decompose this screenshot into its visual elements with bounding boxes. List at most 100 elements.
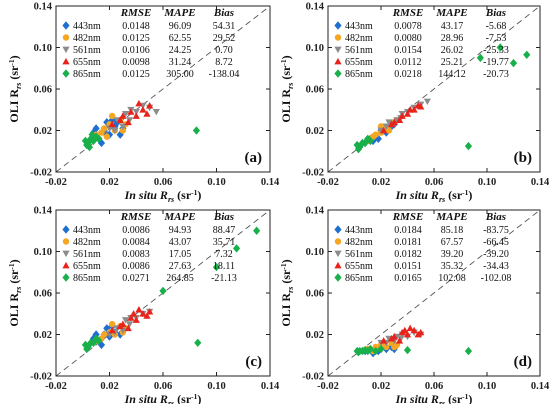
bias-value: 0.70 [215, 45, 233, 56]
point-655nm [135, 306, 143, 313]
point-865nm [523, 50, 531, 59]
mape-value: 305.00 [166, 69, 194, 80]
rmse-value: 0.0125 [122, 33, 150, 44]
panel-c: -0.02 0.02 0.06 0.10 0.14 -0.02 0.02 0.06 0.10 0.… [7, 206, 280, 404]
y-tick-label: 0.06 [306, 289, 324, 300]
y-tick-label: 0.14 [34, 2, 53, 13]
point-865nm [366, 136, 374, 146]
point-865nm [88, 130, 96, 139]
legend-band: 443nm [345, 21, 373, 32]
mape-value: 144.12 [438, 69, 466, 80]
table-header-mape: MAPE [435, 7, 467, 19]
point-561nm [382, 123, 390, 130]
rmse-value: 0.0083 [122, 249, 150, 260]
x-tick-label: -0.02 [45, 177, 67, 188]
legend-band: 482nm [345, 237, 373, 248]
x-tick-label: 0.06 [154, 177, 172, 188]
x-tick-label: 0.06 [425, 381, 443, 392]
point-865nm [85, 142, 94, 152]
point-865nm [194, 338, 202, 347]
point-865nm [476, 53, 484, 63]
y-axis-label: OLI Rrs (sr-1) [279, 55, 295, 122]
mape-value: 27.63 [169, 261, 192, 272]
y-tick-label: 0.02 [34, 126, 52, 137]
panel-d: -0.02 0.02 0.06 0.10 0.14 -0.02 0.02 0.06 0.10 0.… [279, 206, 550, 404]
point-561nm [125, 321, 134, 328]
point-655nm [414, 330, 422, 338]
mape-value: 25.21 [441, 57, 464, 68]
y-tick-label: 0.10 [306, 247, 324, 258]
point-865nm [89, 136, 98, 146]
point-561nm [397, 335, 405, 343]
bias-value: -19.77 [483, 57, 509, 68]
point-561nm [121, 111, 130, 118]
y-tick-label: 0.02 [34, 330, 52, 341]
point-561nm [119, 123, 127, 130]
rmse-value: 0.0271 [122, 273, 150, 284]
rmse-value: 0.0086 [122, 225, 150, 236]
legend-band: 655nm [73, 261, 101, 272]
bias-value: -20.73 [483, 69, 509, 80]
y-tick-label: 0.14 [34, 206, 53, 217]
panel-label: (b) [514, 150, 532, 166]
rmse-value: 0.0080 [394, 33, 422, 44]
point-865nm [464, 141, 473, 151]
x-axis-label: In situ Rrs (sr-1) [124, 188, 202, 204]
y-tick-label: -0.02 [30, 372, 52, 383]
bias-value: 29.52 [213, 33, 236, 44]
one-to-one-line [55, 5, 271, 173]
point-865nm [253, 226, 261, 235]
legend-band: 482nm [73, 33, 101, 44]
legend-marker-482nm [334, 238, 342, 245]
y-tick-label: 0.02 [306, 330, 324, 341]
point-655nm [406, 324, 414, 332]
point-865nm [464, 346, 473, 356]
bias-value: 7.32 [215, 249, 233, 260]
x-tick-label: 0.02 [100, 381, 118, 392]
table-header-rmse: RMSE [392, 211, 424, 223]
point-865nm [353, 140, 361, 150]
y-tick-label: -0.02 [30, 168, 52, 179]
rmse-value: 0.0181 [394, 237, 422, 248]
x-tick-label: 0.14 [531, 381, 550, 392]
point-865nm [83, 344, 91, 354]
point-561nm [152, 108, 160, 116]
point-865nm [354, 347, 363, 357]
legend-marker-865nm [334, 273, 342, 282]
mape-value: 26.02 [441, 45, 464, 56]
point-482nm [98, 129, 105, 136]
rmse-value: 0.0182 [394, 249, 422, 260]
legend-band: 655nm [73, 57, 101, 68]
rmse-value: 0.0086 [122, 261, 150, 272]
y-tick-label: 0.10 [306, 43, 324, 54]
point-561nm [119, 327, 127, 334]
point-865nm [496, 43, 504, 52]
x-tick-label: 0.02 [100, 177, 118, 188]
legend-marker-443nm [334, 21, 342, 30]
rmse-value: 0.0148 [122, 21, 150, 32]
legend-marker-561nm [334, 46, 342, 54]
point-655nm [116, 322, 124, 330]
point-655nm [116, 116, 124, 124]
point-561nm [385, 119, 393, 126]
legend-marker-865nm [62, 69, 70, 78]
bias-value: -7.53 [486, 33, 507, 44]
mape-value: 102.08 [438, 273, 466, 284]
bias-value: -5.68 [486, 21, 507, 32]
bias-value: -138.04 [209, 69, 240, 80]
legend-marker-561nm [62, 250, 70, 258]
point-655nm [401, 326, 409, 334]
mape-value: 39.20 [441, 249, 464, 260]
mape-value: 31.24 [169, 57, 192, 68]
x-tick-label: 0.06 [154, 381, 172, 392]
table-header-mape: MAPE [163, 211, 195, 223]
y-axis-label: OLI Rrs (sr-1) [7, 55, 23, 122]
x-tick-label: -0.02 [317, 381, 339, 392]
legend-band: 561nm [73, 249, 101, 260]
legend-band: 865nm [73, 69, 101, 80]
point-865nm [377, 344, 385, 354]
rmse-value: 0.0218 [394, 69, 422, 80]
point-561nm [132, 108, 140, 116]
y-tick-label: 0.14 [306, 206, 325, 217]
legend-band: 655nm [345, 261, 373, 272]
